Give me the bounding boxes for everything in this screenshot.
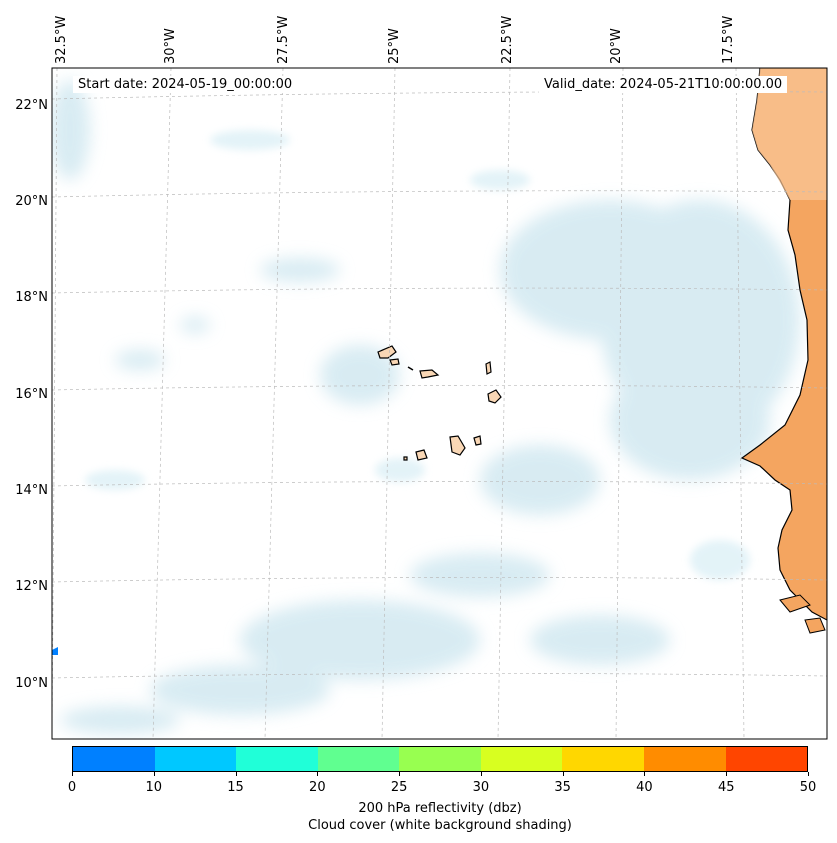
colorbar-tick-label: 25 — [390, 780, 408, 795]
colorbar-tick-label: 50 — [799, 780, 817, 795]
colorbar-label: 200 hPa reflectivity (dbz) — [358, 801, 522, 816]
start-date-label: Start date: 2024-05-19_00:00:00 — [73, 76, 298, 93]
colorbar-tick-label: 45 — [717, 780, 735, 795]
colorbar-segment — [154, 747, 237, 771]
colorbar-segment — [317, 747, 400, 771]
colorbar-tick-label: 40 — [636, 780, 653, 795]
lon-label: 20°W — [609, 28, 624, 64]
valid-date-label: Valid_date: 2024-05-21T10:00:00.00 — [539, 76, 788, 93]
colorbar-tick-label: 35 — [554, 780, 571, 795]
colorbar-tick-label: 30 — [472, 780, 490, 795]
colorbar-tick-label: 20 — [309, 780, 326, 795]
lat-label: 10°N — [15, 676, 48, 691]
lon-label: 25°W — [387, 28, 402, 64]
lat-label: 16°N — [15, 387, 48, 402]
lon-label: 17.5°W — [721, 15, 736, 64]
colorbar-tick-mark — [399, 772, 401, 776]
lon-label: 30°W — [163, 28, 178, 64]
colorbar — [72, 746, 808, 772]
colorbar-segment — [643, 747, 726, 771]
lat-label: 22°N — [15, 98, 48, 113]
colorbar-tick-mark — [562, 772, 564, 776]
colorbar-tick-mark — [153, 772, 155, 776]
colorbar-tick-mark — [72, 772, 73, 776]
map-frame — [51, 67, 828, 740]
colorbar-tick-label: 10 — [145, 780, 163, 795]
lon-label: 22.5°W — [500, 15, 515, 64]
lat-label: 12°N — [15, 579, 48, 594]
graticule — [52, 68, 827, 739]
lat-label: 14°N — [15, 483, 48, 498]
lat-label: 18°N — [15, 290, 48, 305]
cape-verde-islands — [377, 345, 502, 461]
colorbar-tick-mark — [317, 772, 319, 776]
colorbar-tick-label: 15 — [227, 780, 244, 795]
colorbar-segment — [480, 747, 563, 771]
colorbar-tick-mark — [480, 772, 482, 776]
colorbar-tick-mark — [808, 772, 809, 776]
lat-label: 20°N — [15, 194, 48, 209]
lon-label: 27.5°W — [276, 15, 291, 64]
colorbar-tick-mark — [644, 772, 646, 776]
cloud-cover-shading — [52, 80, 800, 734]
colorbar-segment — [399, 747, 481, 771]
colorbar-segment — [73, 747, 155, 771]
colorbar-tick-label: 0 — [67, 780, 77, 795]
colorbar-segment — [562, 747, 644, 771]
colorbar-segment — [236, 747, 318, 771]
lon-label: 32.5°W — [54, 15, 69, 64]
colorbar-tick-mark — [235, 772, 237, 776]
colorbar-tick-mark — [726, 772, 728, 776]
colorbar-segment — [725, 747, 808, 771]
colorbar-sublabel: Cloud cover (white background shading) — [308, 818, 572, 833]
